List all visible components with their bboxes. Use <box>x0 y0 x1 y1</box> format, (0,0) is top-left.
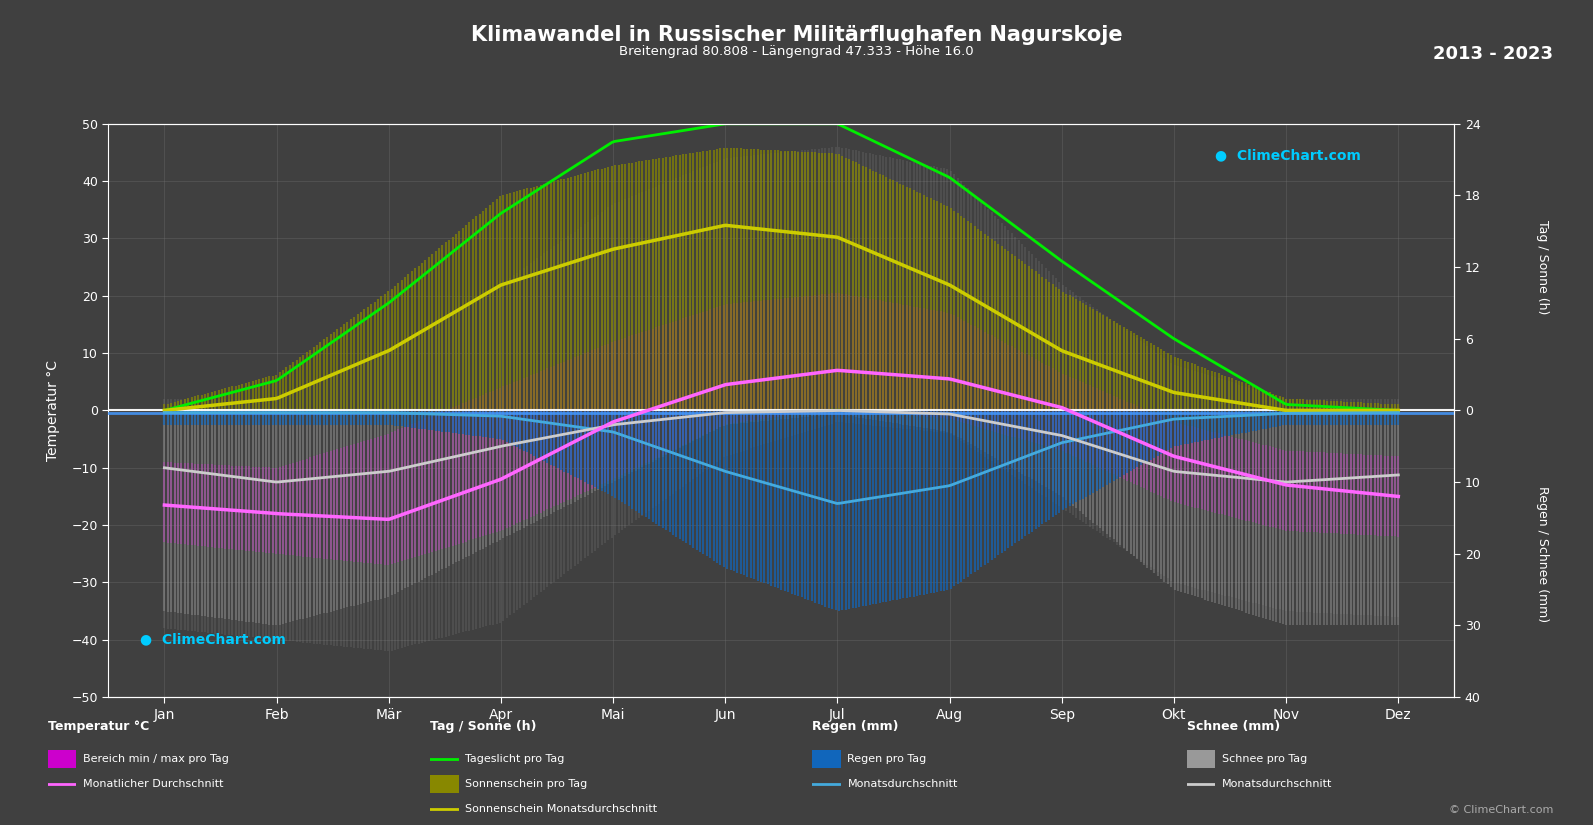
Text: Schnee (mm): Schnee (mm) <box>1187 720 1281 733</box>
Text: © ClimeChart.com: © ClimeChart.com <box>1448 804 1553 814</box>
Text: Tag / Sonne (h): Tag / Sonne (h) <box>430 720 537 733</box>
Text: Sonnenschein Monatsdurchschnitt: Sonnenschein Monatsdurchschnitt <box>465 804 658 813</box>
Text: Monatlicher Durchschnitt: Monatlicher Durchschnitt <box>83 779 223 789</box>
Y-axis label: Temperatur °C: Temperatur °C <box>46 360 61 461</box>
Text: Bereich min / max pro Tag: Bereich min / max pro Tag <box>83 754 229 764</box>
Text: Regen / Schnee (mm): Regen / Schnee (mm) <box>1536 486 1548 622</box>
Text: Tageslicht pro Tag: Tageslicht pro Tag <box>465 754 564 764</box>
Text: Klimawandel in Russischer Militärflughafen Nagurskoje: Klimawandel in Russischer Militärflughaf… <box>470 25 1123 45</box>
Text: 2013 - 2023: 2013 - 2023 <box>1434 45 1553 64</box>
Text: Tag / Sonne (h): Tag / Sonne (h) <box>1536 220 1548 314</box>
Text: Regen pro Tag: Regen pro Tag <box>847 754 927 764</box>
Text: Monatsdurchschnitt: Monatsdurchschnitt <box>1222 779 1332 789</box>
Text: Temperatur °C: Temperatur °C <box>48 720 150 733</box>
Text: Schnee pro Tag: Schnee pro Tag <box>1222 754 1308 764</box>
Text: ●  ClimeChart.com: ● ClimeChart.com <box>140 633 287 646</box>
Text: ●  ClimeChart.com: ● ClimeChart.com <box>1215 148 1362 163</box>
Text: Sonnenschein pro Tag: Sonnenschein pro Tag <box>465 779 588 789</box>
Text: Monatsdurchschnitt: Monatsdurchschnitt <box>847 779 957 789</box>
Text: Regen (mm): Regen (mm) <box>812 720 898 733</box>
Text: Breitengrad 80.808 - Längengrad 47.333 - Höhe 16.0: Breitengrad 80.808 - Längengrad 47.333 -… <box>620 45 973 59</box>
